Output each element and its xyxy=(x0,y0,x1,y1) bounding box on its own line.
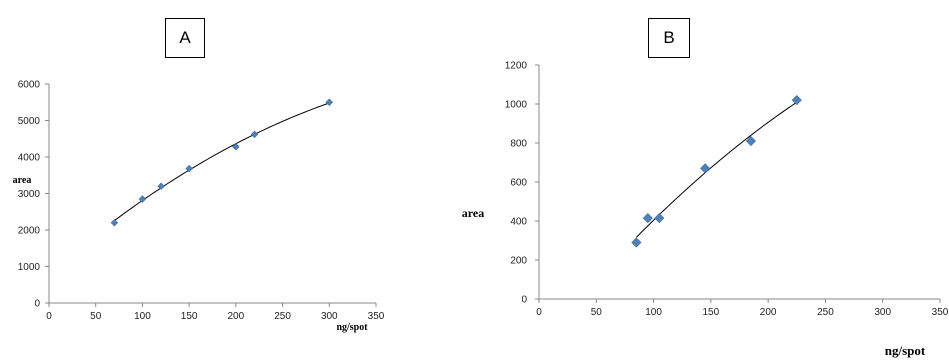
chart-b-x-tick-label: 350 xyxy=(932,307,949,318)
chart-b-data-point xyxy=(654,213,665,224)
chart-a-data-point xyxy=(138,195,147,203)
chart-b-x-axis-title: ng/spot xyxy=(885,343,926,358)
chart-b-trendline xyxy=(636,101,798,238)
chart-a-x-tick-label: 300 xyxy=(321,311,338,322)
chart-b-x-tick-label: 300 xyxy=(874,307,891,318)
chart-b-y-tick-label: 1000 xyxy=(505,100,528,111)
chart-a-data-point xyxy=(325,98,334,106)
chart-a-y-tick-label: 5000 xyxy=(18,116,41,127)
chart-a-y-tick-label: 6000 xyxy=(18,80,41,91)
chart-b-x-tick-label: 200 xyxy=(760,307,777,318)
chart-a-x-tick-label: 200 xyxy=(228,311,245,322)
chart-b-data-point xyxy=(631,237,642,248)
chart-b-data-point xyxy=(700,163,711,174)
chart-b-x-tick-label: 250 xyxy=(817,307,834,318)
chart-b-x-tick-label: 50 xyxy=(591,307,603,318)
chart-a-data-point xyxy=(110,218,119,227)
chart-b-x-tick-label: 100 xyxy=(645,307,662,318)
chart-a-x-axis-title: ng/spot xyxy=(336,322,368,333)
chart-b-y-axis-title: area xyxy=(462,206,484,220)
chart-a-y-tick-label: 4000 xyxy=(18,153,41,164)
chart-b-y-tick-label: 200 xyxy=(510,256,527,267)
chart-b-data-point xyxy=(791,95,802,106)
panel-label-b: B xyxy=(648,18,690,58)
chart-b-x-tick-label: 150 xyxy=(703,307,720,318)
chart-a-y-axis-title: area xyxy=(13,175,32,186)
chart-b-y-tick-label: 0 xyxy=(521,295,527,306)
chart-b-x-tick-label: 0 xyxy=(536,307,542,318)
chart-a-x-tick-label: 350 xyxy=(368,311,385,322)
chart-a-x-tick-label: 50 xyxy=(90,311,102,322)
chart-a-y-tick-label: 3000 xyxy=(18,189,41,200)
chart-b-data-point xyxy=(642,213,653,224)
chart-b-y-tick-label: 800 xyxy=(510,139,527,150)
chart-a-y-tick-label: 2000 xyxy=(18,226,41,237)
chart-a-trendline xyxy=(114,102,330,221)
chart-a-y-tick-label: 0 xyxy=(34,299,40,310)
chart-a-x-tick-label: 250 xyxy=(274,311,291,322)
chart-a-x-tick-label: 150 xyxy=(181,311,198,322)
chart-b-y-tick-label: 400 xyxy=(510,217,527,228)
chart-a-data-point xyxy=(157,182,165,190)
chart-a-x-tick-label: 100 xyxy=(134,311,151,322)
panel-label-a: A xyxy=(165,18,205,58)
chart-b-data-point xyxy=(745,136,756,147)
chart-a-y-tick-label: 1000 xyxy=(18,262,41,273)
chart-b-y-tick-label: 1200 xyxy=(505,61,528,72)
chart-b-y-tick-label: 600 xyxy=(510,178,527,189)
chart-a-x-tick-label: 0 xyxy=(46,311,52,322)
chart-a-data-point xyxy=(232,143,240,151)
chart-a-data-point xyxy=(185,164,193,173)
chart-a-data-point xyxy=(250,130,259,139)
